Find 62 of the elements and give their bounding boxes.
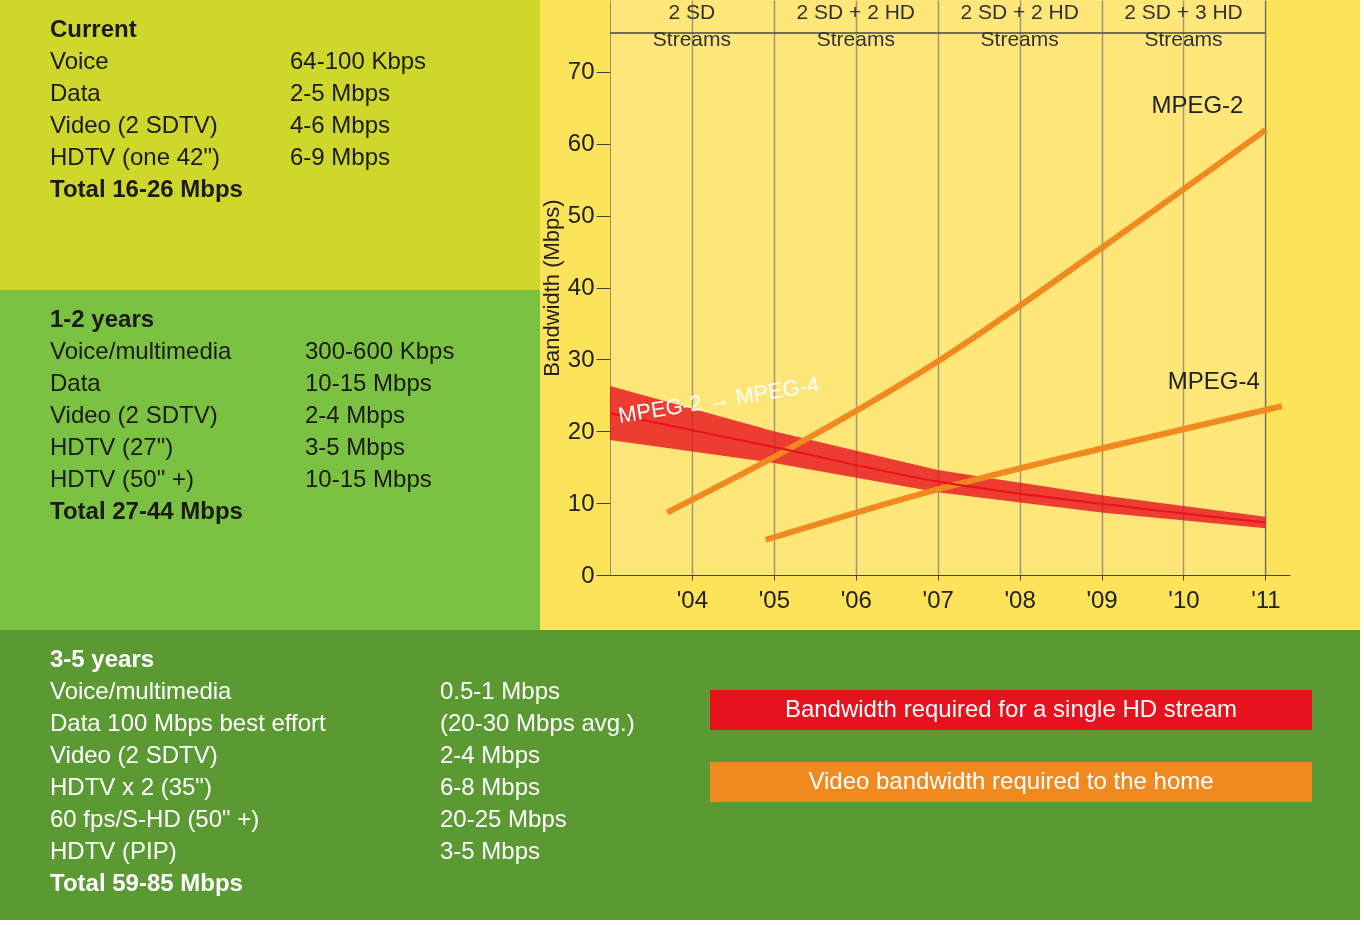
y-tick-label: 10 bbox=[567, 488, 595, 516]
y-tick-label: 70 bbox=[567, 57, 595, 85]
text: Total 16-26 Mbps bbox=[50, 175, 243, 202]
y-tick-label: 40 bbox=[567, 273, 595, 300]
annotation: MPEG-2 → MPEG-4 bbox=[616, 371, 821, 428]
text: Video (2 SDTV) bbox=[50, 741, 218, 768]
text: 10-15 Mbps bbox=[305, 465, 432, 492]
text: Data 100 Mbps best effort bbox=[50, 709, 327, 736]
text: Voice/multimedia bbox=[50, 677, 233, 704]
text: 1-2 years bbox=[50, 305, 155, 332]
text: 300-600 Kbps bbox=[305, 337, 455, 364]
x-tick-label: '08 bbox=[1004, 585, 1036, 613]
text: 0.5-1 Mbps bbox=[440, 677, 561, 704]
x-tick-label: '11 bbox=[1251, 585, 1281, 613]
text: Voice/multimedia bbox=[50, 337, 233, 364]
text: Data bbox=[50, 79, 102, 106]
band-label: 2 SD + 2 HD Streams bbox=[796, 0, 916, 51]
band-label: 2 SD + 3 HD Streams bbox=[1124, 0, 1243, 51]
text: HDTV (50" +) bbox=[50, 465, 194, 492]
y-axis-title: Bandwidth (Mbps) bbox=[538, 199, 564, 377]
x-tick-label: '07 bbox=[922, 585, 954, 613]
text: Data bbox=[50, 369, 102, 396]
y-tick-label: 0 bbox=[581, 560, 595, 588]
text: Video (2 SDTV) bbox=[50, 401, 218, 428]
text: Voice bbox=[50, 47, 109, 74]
band-label: 2 SD + 2 HD Streams bbox=[960, 0, 1079, 51]
text: 2-4 Mbps bbox=[440, 741, 541, 768]
text: 6-9 Mbps bbox=[290, 143, 391, 170]
text: Total 27-44 Mbps bbox=[50, 497, 243, 524]
band-label: 2 SD Streams bbox=[652, 0, 732, 51]
text: 6-8 Mbps bbox=[440, 773, 541, 800]
x-tick-label: '09 bbox=[1086, 585, 1118, 613]
x-tick-label: '05 bbox=[758, 585, 790, 613]
text: 20-25 Mbps bbox=[440, 805, 567, 832]
y-tick-label: 30 bbox=[567, 344, 595, 372]
series-label: MPEG-2 bbox=[1151, 91, 1244, 119]
text: 2-4 Mbps bbox=[305, 401, 406, 428]
text: HDTV (27") bbox=[50, 433, 174, 460]
x-tick-label: '06 bbox=[840, 585, 872, 613]
text: 60 fps/S-HD (50" +) bbox=[50, 805, 260, 832]
text: HDTV x 2 (35") bbox=[50, 773, 212, 800]
y-tick-label: 50 bbox=[567, 201, 595, 229]
text: Video bandwidth required to the home bbox=[808, 767, 1214, 794]
text: 64-100 Kbps bbox=[290, 47, 427, 74]
text: 3-5 years bbox=[50, 645, 155, 672]
series-label: MPEG-4 bbox=[1167, 367, 1260, 395]
text: (20-30 Mbps avg.) bbox=[440, 709, 635, 736]
text: 2-5 Mbps bbox=[290, 79, 391, 106]
x-tick-label: '10 bbox=[1168, 585, 1200, 613]
text: 10-15 Mbps bbox=[305, 369, 432, 396]
y-tick-label: 60 bbox=[567, 129, 595, 157]
text: Bandwidth required for a single HD stream bbox=[784, 695, 1238, 722]
text: 3-5 Mbps bbox=[305, 433, 406, 460]
text: Current bbox=[50, 15, 137, 42]
text: HDTV (one 42") bbox=[50, 143, 220, 170]
text: HDTV (PIP) bbox=[50, 837, 177, 864]
text: Total 59-85 Mbps bbox=[50, 869, 243, 896]
x-tick-label: '04 bbox=[676, 585, 709, 613]
text: 4-6 Mbps bbox=[290, 111, 391, 138]
text: Video (2 SDTV) bbox=[50, 111, 218, 138]
y-tick-label: 20 bbox=[567, 416, 595, 444]
text: 3-5 Mbps bbox=[440, 837, 541, 864]
